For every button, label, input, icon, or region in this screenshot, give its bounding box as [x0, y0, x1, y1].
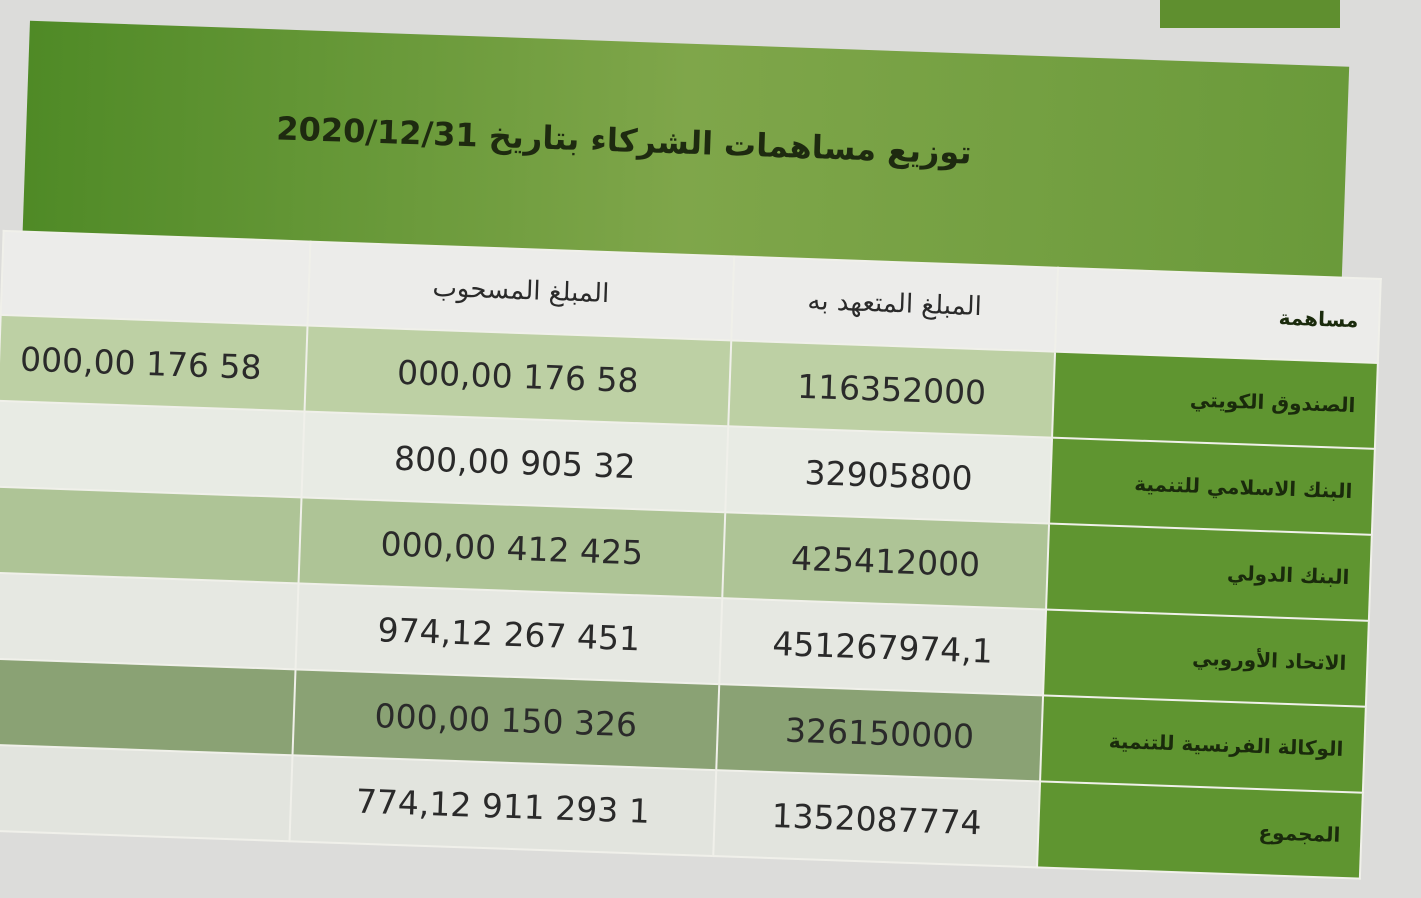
table-title: توزيع مساهمات الشركاء بتاريخ 2020/12/31 — [275, 109, 973, 172]
header-committed: المبلغ المتعهد به — [731, 256, 1058, 352]
committed-cell: 116352000 — [728, 340, 1056, 438]
committed-cell: 326150000 — [716, 684, 1044, 782]
document-page: توزيع مساهمات الشركاء بتاريخ 2020/12/31 … — [0, 20, 1409, 898]
row-label: الاتحاد الأوروبي — [1043, 609, 1369, 707]
row-label: الصندوق الكويتي — [1052, 351, 1378, 449]
extra-cell — [0, 400, 305, 498]
withdrawn-cell: 58 176 000,00 — [304, 325, 732, 427]
extra-cell — [0, 486, 302, 584]
contributions-table: مساهمة المبلغ المتعهد به المبلغ المسحوب … — [0, 230, 1382, 880]
row-label: البنك الاسلامي للتنمية — [1049, 437, 1375, 535]
row-label: الوكالة الفرنسية للتنمية — [1040, 695, 1366, 793]
committed-cell: 425412000 — [722, 512, 1050, 610]
row-label: البنك الدولي — [1046, 523, 1372, 621]
withdrawn-cell: 32 905 800,00 — [301, 411, 729, 513]
page-corner-decoration — [1160, 0, 1340, 28]
header-withdrawn: المبلغ المسحوب — [307, 241, 735, 341]
committed-cell: 32905800 — [725, 426, 1053, 524]
extra-cell — [0, 658, 296, 756]
committed-cell: 451267974,1 — [719, 598, 1047, 696]
committed-cell: 1352087774 — [713, 770, 1041, 868]
withdrawn-cell: 326 150 000,00 — [292, 669, 720, 771]
extra-cell: 58 176 000,00 — [0, 314, 308, 412]
header-extra — [0, 230, 311, 326]
header-label: مساهمة — [1055, 267, 1381, 363]
withdrawn-cell: 451 267 974,12 — [295, 583, 723, 685]
row-label: المجموع — [1037, 781, 1363, 879]
extra-cell — [0, 744, 293, 842]
extra-cell — [0, 572, 299, 670]
withdrawn-cell: 425 412 000,00 — [298, 497, 726, 599]
withdrawn-cell: 1 293 911 774,12 — [289, 755, 717, 857]
